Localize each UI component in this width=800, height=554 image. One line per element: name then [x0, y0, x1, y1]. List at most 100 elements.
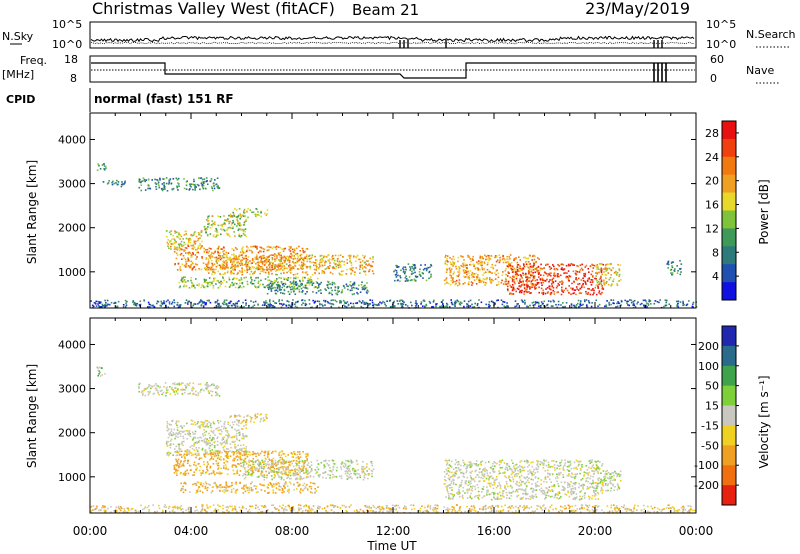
data-cell	[547, 273, 550, 275]
data-cell	[300, 283, 302, 285]
data-cell	[212, 256, 214, 259]
data-cell	[250, 418, 252, 420]
data-cell	[140, 184, 143, 186]
data-cell	[287, 277, 290, 279]
data-cell	[204, 441, 207, 444]
data-cell	[348, 267, 351, 270]
data-cell	[491, 272, 493, 274]
data-cell	[197, 232, 200, 234]
data-cell	[504, 280, 506, 283]
data-cell	[288, 245, 290, 248]
data-cell	[209, 465, 212, 468]
data-cell	[575, 277, 577, 279]
data-cell	[479, 279, 481, 282]
data-cell	[275, 245, 278, 248]
data-cell	[268, 300, 271, 303]
data-cell	[217, 234, 219, 236]
data-cell	[214, 473, 216, 476]
data-cell	[503, 259, 506, 261]
data-cell	[256, 276, 258, 279]
data-cell	[186, 430, 189, 432]
data-cell	[139, 178, 141, 181]
data-cell	[207, 226, 209, 228]
data-cell	[515, 277, 518, 280]
data-cell	[272, 254, 274, 256]
data-cell	[545, 288, 547, 290]
data-cell	[534, 255, 536, 258]
data-cell	[507, 289, 509, 292]
data-cell	[189, 433, 191, 435]
data-cell	[163, 178, 165, 180]
data-cell	[314, 300, 317, 303]
data-cell	[281, 466, 283, 468]
data-cell	[274, 459, 277, 462]
data-cell	[627, 304, 629, 306]
data-cell	[273, 255, 276, 258]
data-cell	[285, 468, 288, 471]
data-cell	[577, 265, 579, 268]
data-cell	[180, 425, 183, 427]
data-cell	[350, 264, 353, 267]
colorbar-segment	[722, 264, 736, 283]
data-cell	[288, 473, 290, 476]
data-cell	[612, 267, 614, 269]
data-cell	[601, 285, 603, 287]
data-cell	[205, 444, 208, 446]
data-cell	[326, 284, 328, 286]
data-cell	[241, 273, 243, 276]
data-cell	[455, 282, 457, 285]
data-cell	[278, 288, 281, 291]
data-cell	[406, 279, 409, 282]
data-cell	[296, 260, 299, 263]
data-cell	[316, 300, 319, 302]
data-cell	[309, 267, 311, 270]
data-cell	[251, 251, 253, 254]
data-cell	[264, 463, 267, 465]
data-cell	[195, 235, 198, 238]
data-cell	[212, 463, 215, 465]
data-cell	[285, 460, 288, 463]
data-cell	[192, 304, 195, 307]
data-cell	[165, 177, 168, 179]
data-cell	[267, 284, 269, 286]
data-cell	[236, 220, 239, 222]
data-cell	[600, 283, 603, 285]
data-cell	[531, 284, 533, 286]
data-cell	[264, 258, 267, 260]
data-cell	[202, 301, 204, 303]
data-cell	[221, 425, 223, 428]
data-cell	[193, 449, 196, 451]
data-cell	[259, 413, 261, 416]
data-cell	[306, 453, 308, 455]
data-cell	[306, 455, 309, 457]
data-cell	[236, 472, 239, 475]
data-cell	[181, 442, 183, 444]
data-cell	[265, 258, 268, 261]
data-cell	[667, 263, 670, 266]
data-cell	[241, 256, 244, 259]
data-cell	[459, 303, 462, 306]
data-cell	[676, 305, 678, 307]
data-cell	[533, 263, 535, 265]
data-cell	[533, 262, 535, 264]
data-cell	[190, 423, 193, 425]
data-cell	[167, 389, 169, 391]
data-cell	[424, 305, 426, 308]
data-cell	[307, 471, 309, 473]
data-cell	[271, 470, 273, 472]
data-cell	[316, 259, 318, 262]
data-cell	[267, 260, 270, 262]
scatter-region-8	[178, 276, 319, 289]
data-cell	[565, 264, 568, 267]
data-cell	[239, 271, 242, 273]
data-cell	[632, 304, 634, 306]
data-cell	[260, 259, 263, 261]
data-cell	[471, 273, 474, 276]
data-cell	[543, 305, 545, 307]
data-cell	[404, 277, 407, 279]
freq-tick-bottom: 8	[70, 72, 77, 85]
data-cell	[236, 452, 238, 455]
data-cell	[177, 466, 180, 469]
data-cell	[133, 301, 136, 304]
data-cell	[219, 273, 222, 276]
